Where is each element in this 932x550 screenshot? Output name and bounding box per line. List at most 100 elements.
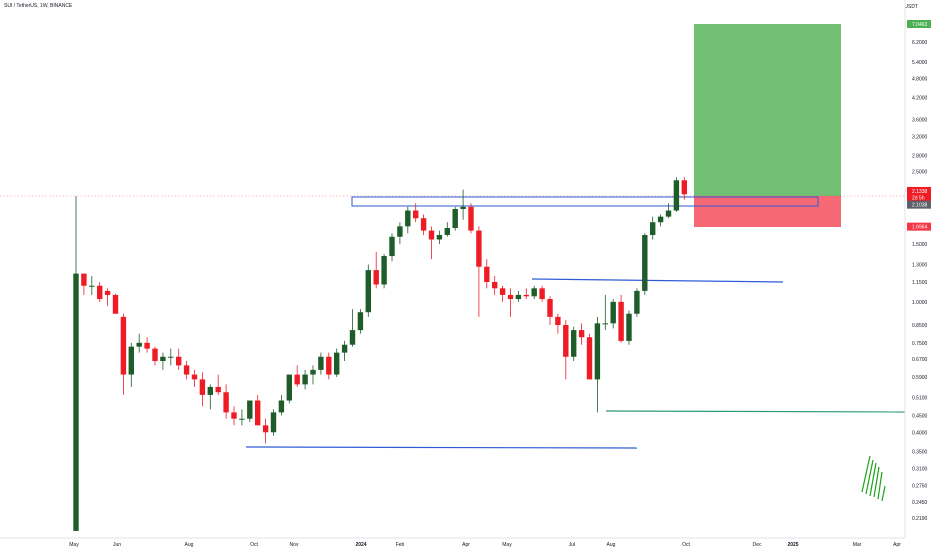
target-zone[interactable] [694, 24, 841, 196]
candle-body[interactable] [104, 290, 111, 295]
candle-body[interactable] [247, 400, 253, 419]
candle-body[interactable] [152, 348, 158, 362]
candle-body[interactable] [539, 288, 545, 300]
stop-zone[interactable] [694, 196, 841, 227]
candle-body[interactable] [436, 234, 443, 240]
candle-body[interactable] [176, 356, 182, 366]
candle-body[interactable] [310, 369, 316, 375]
candle-body[interactable] [578, 330, 585, 338]
candle-body[interactable] [499, 288, 506, 295]
candle-body[interactable] [160, 356, 166, 362]
currency-label: USDT [904, 4, 918, 10]
x-tick-label: Jul [569, 542, 575, 548]
candle-body[interactable] [586, 337, 593, 380]
candle-body[interactable] [239, 418, 245, 420]
candle-body[interactable] [341, 344, 348, 353]
neckline-trendline[interactable] [531, 278, 784, 283]
candle-body[interactable] [594, 323, 601, 380]
candle-body[interactable] [278, 400, 285, 413]
support-line-low[interactable] [245, 446, 638, 449]
y-tick-label: 3.2000 [912, 134, 928, 140]
candle-body[interactable] [97, 285, 103, 300]
candle-body[interactable] [326, 356, 332, 375]
candle-body[interactable] [444, 228, 450, 235]
candle-body[interactable] [318, 356, 324, 370]
candle-body[interactable] [626, 313, 632, 341]
candle-body[interactable] [183, 365, 190, 375]
candle-body[interactable] [492, 281, 498, 289]
candle-body[interactable] [397, 226, 403, 237]
support-line-green[interactable] [605, 410, 906, 413]
candle-body[interactable] [81, 273, 87, 286]
y-tick-label: 0.5900 [912, 375, 928, 381]
candle-body[interactable] [476, 230, 482, 267]
candle-body[interactable] [602, 323, 608, 325]
candle-body[interactable] [373, 270, 379, 285]
y-tick-label: 1.3000 [912, 263, 928, 269]
candle-body[interactable] [563, 324, 569, 357]
x-tick-label: Mar [853, 542, 862, 548]
candle-body[interactable] [428, 230, 435, 240]
candle-body[interactable] [128, 346, 134, 375]
bull-flag-icon [861, 455, 886, 502]
candle-body[interactable] [73, 273, 79, 531]
candle-body[interactable] [405, 210, 411, 227]
candle-body[interactable] [515, 294, 522, 300]
candle-body[interactable] [389, 236, 395, 257]
y-axis-ticks: 6.2000 5.4000 4.8000 4.2000 3.6000 3.2000 2.80… [912, 40, 928, 522]
y-tick-label: 4.8000 [912, 77, 928, 83]
candle-body[interactable] [468, 206, 474, 231]
candle-body[interactable] [334, 352, 340, 375]
candle-body[interactable] [255, 400, 261, 426]
candle-body[interactable] [89, 285, 95, 287]
candle-body[interactable] [571, 330, 577, 357]
candle-body[interactable] [681, 180, 687, 195]
candle-body[interactable] [650, 222, 656, 235]
candle-body[interactable] [673, 180, 680, 211]
candle-body[interactable] [452, 209, 458, 229]
x-tick-label: May [69, 542, 79, 548]
resistance-box[interactable] [351, 196, 819, 207]
candle-body[interactable] [215, 386, 221, 393]
candle-body[interactable] [112, 294, 119, 314]
candle-body[interactable] [642, 234, 648, 291]
x-axis-ticks: May Jun Aug Oct Nov 2024 Feb Apr May Jul Aug Oct Dec… [69, 542, 901, 548]
candle-body[interactable] [507, 294, 514, 300]
candle-body[interactable] [223, 392, 229, 413]
candle-body[interactable] [136, 342, 142, 347]
candle-body[interactable] [420, 218, 427, 231]
x-tick-label: Nov [290, 542, 299, 548]
candle-body[interactable] [270, 412, 277, 433]
candle-body[interactable] [618, 301, 624, 341]
candle-body[interactable] [634, 290, 640, 314]
candle-body[interactable] [381, 256, 387, 285]
candle-body[interactable] [120, 316, 127, 375]
candle-body[interactable] [657, 216, 664, 223]
candle-body[interactable] [199, 379, 206, 395]
candle-body[interactable] [286, 374, 292, 401]
candle-body[interactable] [191, 374, 198, 380]
candle-body[interactable] [168, 356, 174, 358]
candle-body[interactable] [349, 330, 356, 345]
candle-body[interactable] [547, 299, 553, 317]
candle-body[interactable] [357, 312, 364, 331]
candle-body[interactable] [610, 301, 616, 324]
x-tick-label: Aug [607, 542, 616, 548]
candle-body[interactable] [523, 294, 529, 297]
candle-body[interactable] [484, 266, 490, 282]
candle-body[interactable] [207, 386, 213, 395]
candle-body[interactable] [555, 316, 561, 325]
candle-body[interactable] [302, 374, 308, 385]
candle-body[interactable] [294, 374, 300, 385]
candle-body[interactable] [665, 210, 672, 217]
candle-body[interactable] [460, 206, 466, 210]
candle-body[interactable] [365, 270, 371, 313]
candle-body[interactable] [231, 412, 237, 419]
candle-body[interactable] [144, 342, 150, 349]
candle-body[interactable] [413, 210, 419, 219]
y-tick-label: 6.2000 [912, 40, 928, 46]
candle-body[interactable] [262, 425, 269, 433]
candle-body[interactable] [531, 288, 537, 297]
y-tick-label: 1.1500 [912, 280, 928, 286]
